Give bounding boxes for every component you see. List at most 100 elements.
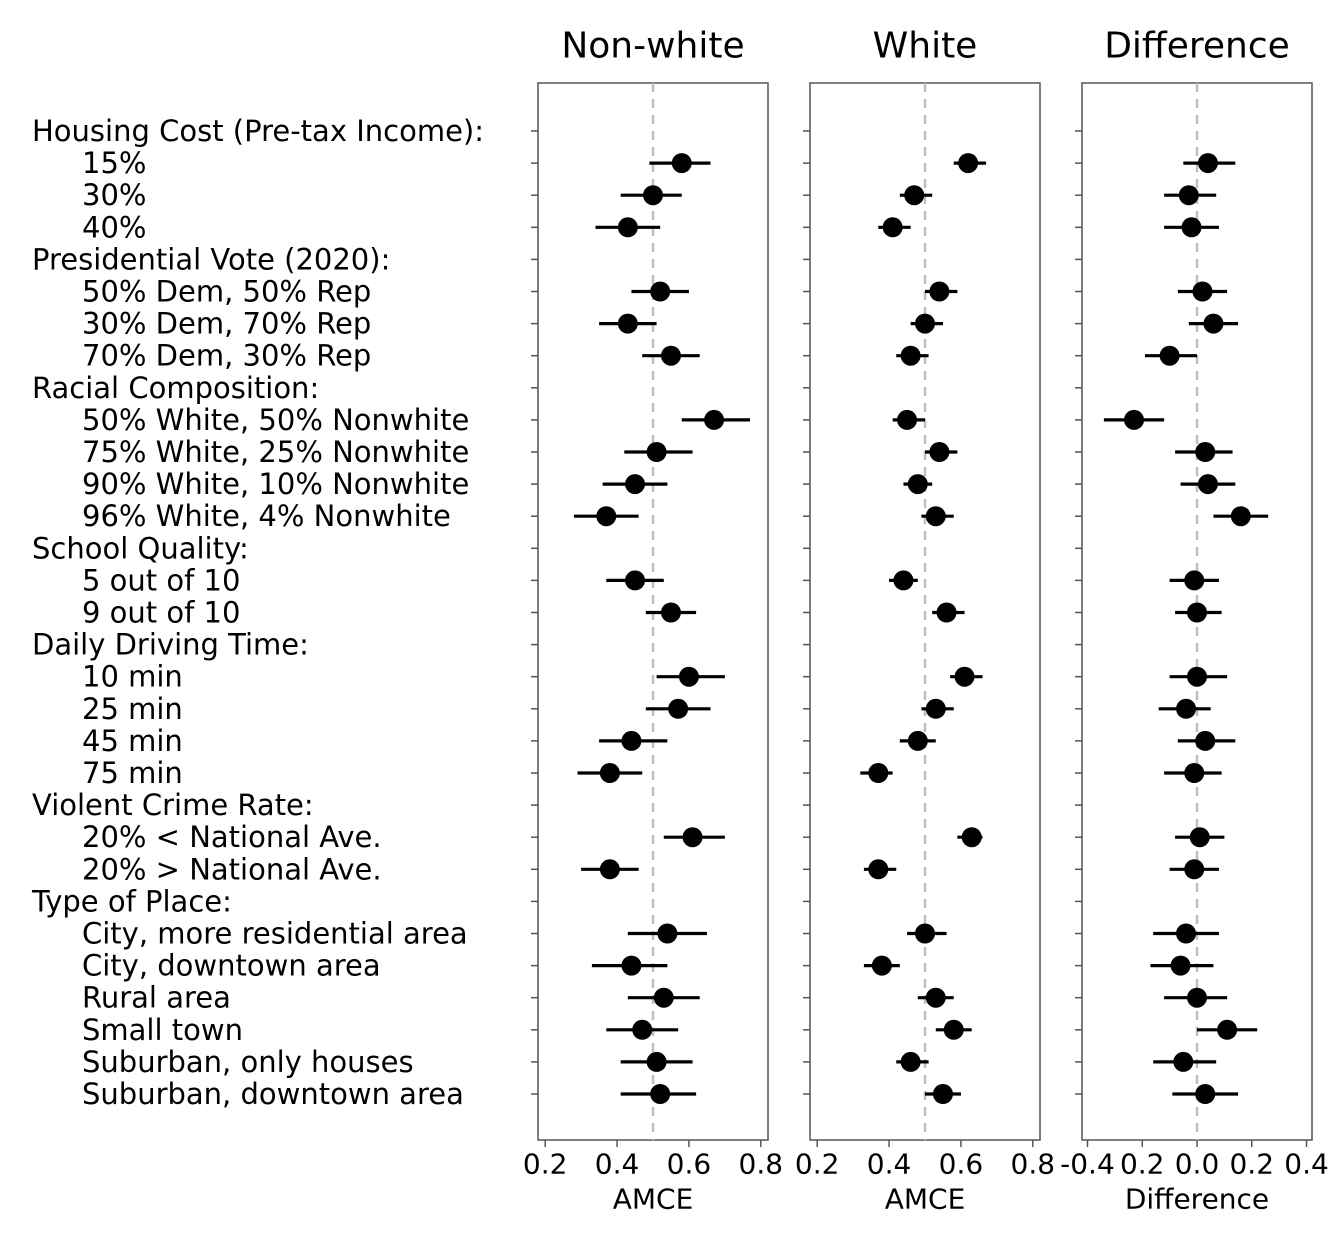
row-label: 30% Dem, 70% Rep: [82, 307, 371, 341]
row-label: 30%: [82, 178, 146, 212]
row-label: 90% White, 10% Nonwhite: [82, 467, 469, 501]
x-tick-label: 0.8: [739, 1148, 784, 1181]
x-axis-label: Difference: [1125, 1183, 1269, 1216]
row-label: 25 min: [82, 692, 183, 726]
point-estimate: [660, 345, 681, 366]
row-group-header: Housing Cost (Pre-tax Income):: [32, 114, 484, 148]
point-estimate: [958, 153, 979, 174]
point-estimate: [929, 281, 950, 302]
row-label: 9 out of 10: [82, 596, 240, 630]
point-estimate: [929, 442, 950, 462]
point-estimate: [943, 1019, 964, 1040]
row-labels: Housing Cost (Pre-tax Income):15%30%40%P…: [31, 114, 484, 1111]
point-estimate: [621, 730, 642, 751]
row-label: Suburban, downtown area: [82, 1077, 464, 1111]
x-tick-label: -0.4: [1060, 1148, 1115, 1181]
panel-non-white: Non-white 0.2 0.4 0.6 0.8 AMCE: [523, 26, 783, 1216]
point-estimate: [954, 666, 975, 687]
row-label: Suburban, only houses: [82, 1045, 414, 1079]
x-tick-label: 0.6: [939, 1148, 984, 1181]
row-label: Small town: [82, 1013, 243, 1047]
row-label: 20% < National Ave.: [82, 820, 382, 854]
row-label: 45 min: [82, 724, 183, 758]
point-estimate: [915, 313, 935, 334]
point-estimate: [650, 1084, 671, 1104]
point-estimate: [1178, 185, 1199, 206]
panel-title: Non-white: [561, 26, 744, 67]
point-estimate: [617, 217, 638, 238]
row-label: City, downtown area: [82, 949, 381, 983]
x-tick-label: 0.4: [1284, 1148, 1329, 1181]
row-label: 70% Dem, 30% Rep: [82, 339, 371, 373]
point-estimate: [1124, 409, 1145, 430]
point-estimate: [682, 827, 703, 848]
x-tick-label: 0.2: [1120, 1148, 1165, 1181]
row-group-header: School Quality:: [32, 531, 249, 565]
row-label: 50% White, 50% Nonwhite: [82, 403, 469, 437]
point-estimate: [904, 185, 925, 206]
panel-title: White: [873, 26, 978, 67]
point-estimate: [646, 442, 667, 462]
point-estimate: [868, 763, 889, 783]
point-estimate: [650, 281, 671, 302]
point-estimate: [907, 730, 928, 751]
x-tick-label: 0.0: [1175, 1148, 1220, 1181]
row-label: 50% Dem, 50% Rep: [82, 275, 371, 309]
x-axis-label: AMCE: [885, 1183, 966, 1216]
row-label: 96% White, 4% Nonwhite: [82, 499, 451, 533]
row-label: 10 min: [82, 660, 183, 694]
row-label: 15%: [82, 146, 146, 180]
point-estimate: [678, 666, 699, 687]
point-estimate: [1173, 1051, 1194, 1072]
panel-white: White 0.2 0.4 0.6 0.8 AMCE: [795, 26, 1055, 1216]
point-estimate: [643, 185, 663, 206]
point-estimate: [1159, 345, 1180, 366]
x-tick-label: 0.4: [867, 1148, 912, 1181]
row-group-header: Presidential Vote (2020):: [32, 242, 390, 276]
point-estimate: [925, 698, 946, 719]
point-estimate: [932, 1084, 953, 1104]
x-axis-label: AMCE: [613, 1183, 694, 1216]
point-estimate: [1187, 666, 1207, 687]
point-estimate: [625, 570, 646, 591]
point-estimate: [1192, 281, 1213, 302]
point-estimate: [1195, 442, 1216, 462]
row-label: Rural area: [82, 981, 231, 1015]
point-estimate: [871, 955, 892, 976]
point-estimate: [925, 506, 946, 527]
point-estimate: [1184, 570, 1205, 591]
x-tick-label: 0.2: [795, 1148, 840, 1181]
point-estimate: [671, 153, 692, 174]
point-estimate: [915, 923, 935, 944]
point-estimate: [596, 506, 617, 527]
point-estimate: [1176, 698, 1197, 719]
x-tick-label: 0.6: [667, 1148, 712, 1181]
point-estimate: [925, 987, 946, 1008]
point-estimate: [907, 474, 928, 495]
point-estimate: [1195, 1084, 1216, 1104]
row-label: 5 out of 10: [82, 563, 240, 597]
point-estimate: [1203, 313, 1224, 334]
x-tick-label: 0.4: [595, 1148, 640, 1181]
row-group-header: Violent Crime Rate:: [32, 788, 314, 822]
point-estimate: [1217, 1019, 1238, 1040]
point-estimate: [621, 955, 642, 976]
point-estimate: [897, 409, 918, 430]
point-estimate: [632, 1019, 653, 1040]
point-estimate: [668, 698, 689, 719]
point-estimate: [1197, 153, 1218, 174]
point-estimate: [1197, 474, 1218, 495]
x-tick-label: 0.2: [523, 1148, 568, 1181]
point-estimate: [1187, 987, 1207, 1008]
row-group-header: Racial Composition:: [32, 371, 319, 405]
point-estimate: [617, 313, 638, 334]
row-label: 20% > National Ave.: [82, 852, 382, 886]
point-estimate: [900, 345, 921, 366]
point-estimate: [625, 474, 646, 495]
point-estimate: [1170, 955, 1191, 976]
x-tick-label: 0.2: [1229, 1148, 1274, 1181]
point-estimate: [704, 409, 725, 430]
point-estimate: [1184, 763, 1205, 783]
